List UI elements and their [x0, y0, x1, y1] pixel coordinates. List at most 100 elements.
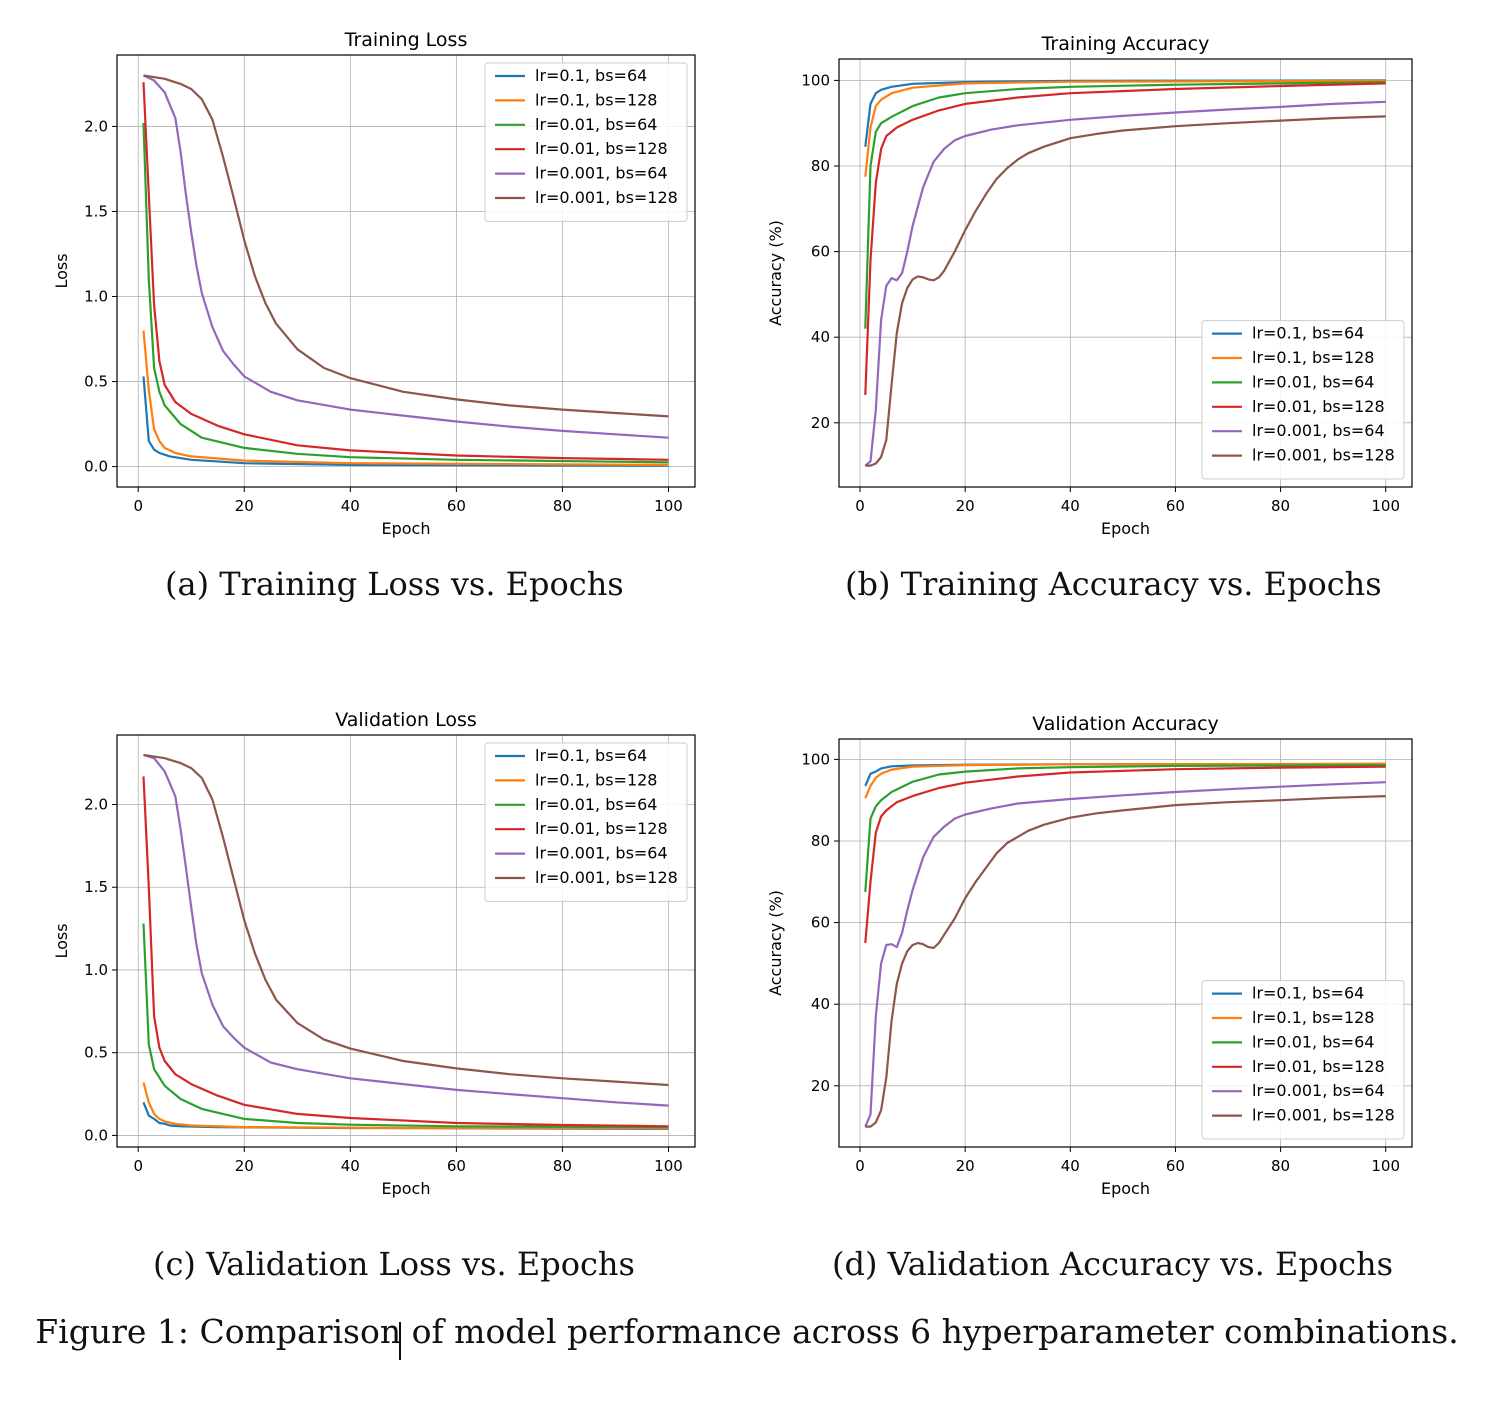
- y-tick-label: 0.5: [84, 373, 108, 391]
- series-line-3: [864, 764, 1386, 893]
- x-tick-label: 100: [654, 497, 683, 515]
- chart-title: Validation Accuracy: [1032, 713, 1219, 735]
- chart-panel-validation-loss: 0 20 40 60 80 100 0.0 0.5 1.0 1.5 2.0 Validation Lo…: [0, 680, 740, 1240]
- chart-panel-training-accuracy: 0 20 40 60 80 100 20 40 60 80 100 Training Accuracy…: [745, 0, 1485, 560]
- legend-entry-5: lr=0.001, bs=64: [1252, 421, 1385, 440]
- x-tick-label: 80: [553, 497, 572, 515]
- x-tick-label: 0: [133, 1157, 143, 1175]
- series-line-5: [864, 100, 1386, 467]
- series-line-4: [142, 82, 669, 461]
- chart-title: Validation Loss: [335, 709, 477, 731]
- legend: lr=0.1, bs=64 lr=0.1, bs=128 lr=0.01, bs=6…: [1201, 980, 1405, 1140]
- chart-validation-loss: 0 20 40 60 80 100 0.0 0.5 1.0 1.5 2.0 Validation Lo…: [52, 709, 696, 1198]
- legend-entry-3: lr=0.01, bs=64: [535, 795, 657, 814]
- x-tick-label: 60: [1166, 1157, 1185, 1175]
- y-axis-label: Accuracy (%): [766, 890, 785, 996]
- y-tick-label: 60: [811, 914, 830, 932]
- x-tick-label: 40: [1061, 1157, 1080, 1175]
- legend: lr=0.1, bs=64 lr=0.1, bs=128 lr=0.01, bs=6…: [1201, 320, 1405, 480]
- y-tick-label: 20: [811, 1077, 830, 1095]
- x-tick-label: 60: [447, 1157, 466, 1175]
- legend-entry-1: lr=0.1, bs=64: [535, 66, 647, 85]
- y-axis-label: Accuracy (%): [766, 220, 785, 326]
- x-tick-label: 80: [553, 1157, 572, 1175]
- legend-entry-6: lr=0.001, bs=128: [1252, 446, 1395, 465]
- y-tick-label: 100: [801, 750, 830, 768]
- legend-entry-5: lr=0.001, bs=64: [535, 164, 668, 183]
- x-tick-label: 80: [1271, 497, 1290, 515]
- y-tick-label: 2.0: [84, 117, 108, 135]
- chart-title: Training Accuracy: [1041, 33, 1210, 55]
- figure-caption: Figure 1: Comparison of model performanc…: [35, 1312, 1459, 1351]
- y-tick-label: 40: [811, 328, 830, 346]
- series-line-6: [143, 74, 669, 418]
- y-tick-label: 2.0: [84, 795, 108, 813]
- y-tick-label: 0.0: [84, 1126, 108, 1144]
- x-tick-label: 100: [1371, 497, 1400, 515]
- series-line-2: [864, 762, 1386, 799]
- y-tick-label: 80: [811, 832, 830, 850]
- text-cursor: [399, 1322, 401, 1360]
- legend: lr=0.1, bs=64 lr=0.1, bs=128 lr=0.01, bs=6…: [484, 62, 688, 222]
- y-tick-label: 1.0: [84, 288, 108, 306]
- x-axis-label: Epoch: [1101, 519, 1150, 538]
- legend-box: [484, 742, 688, 902]
- series-line-4: [142, 776, 669, 1128]
- legend-entry-4: lr=0.01, bs=128: [1252, 1057, 1385, 1076]
- legend-entry-2: lr=0.1, bs=128: [535, 770, 657, 789]
- y-tick-label: 1.5: [84, 878, 108, 896]
- axes-frame: [838, 58, 1413, 488]
- legend-entry-6: lr=0.001, bs=128: [535, 868, 678, 887]
- chart-training-loss: 0 20 40 60 80 100 0.0 0.5 1.0 1.5 2.0 Training Loss…: [52, 29, 696, 538]
- legend-entry-2: lr=0.1, bs=128: [1252, 348, 1374, 367]
- series-line-2: [142, 1082, 669, 1130]
- series-line-3: [864, 81, 1386, 329]
- legend-entry-3: lr=0.01, bs=64: [1252, 372, 1374, 391]
- legend-entry-4: lr=0.01, bs=128: [1252, 397, 1385, 416]
- y-axis-label: Loss: [52, 923, 71, 958]
- legend-box: [1201, 980, 1405, 1140]
- series-line-6: [865, 795, 1386, 1128]
- series-line-4: [864, 82, 1386, 396]
- x-tick-label: 20: [956, 497, 975, 515]
- legend-entry-1: lr=0.1, bs=64: [1252, 324, 1364, 343]
- legend-entry-1: lr=0.1, bs=64: [1252, 984, 1364, 1003]
- series-line-5: [143, 753, 669, 1107]
- series-line-2: [864, 79, 1386, 177]
- x-axis-label: Epoch: [382, 519, 431, 538]
- y-tick-label: 60: [811, 243, 830, 261]
- legend-entry-6: lr=0.001, bs=128: [1252, 1106, 1395, 1125]
- x-tick-label: 0: [855, 497, 865, 515]
- axes-frame: [116, 734, 696, 1148]
- y-tick-label: 20: [811, 414, 830, 432]
- legend-box: [1201, 320, 1405, 480]
- legend-entry-4: lr=0.01, bs=128: [535, 819, 668, 838]
- subcaption-a: (a) Training Loss vs. Epochs: [165, 565, 624, 603]
- chart-validation-accuracy: 0 20 40 60 80 100 20 40 60 80 100 Validation Accura…: [766, 713, 1413, 1198]
- y-tick-label: 0.5: [84, 1044, 108, 1062]
- x-tick-label: 60: [447, 497, 466, 515]
- chart-title: Training Loss: [344, 29, 468, 51]
- y-tick-label: 1.0: [84, 961, 108, 979]
- legend-entry-4: lr=0.01, bs=128: [535, 139, 668, 158]
- y-tick-label: 100: [801, 71, 830, 89]
- subcaption-c: (c) Validation Loss vs. Epochs: [153, 1245, 635, 1283]
- x-tick-label: 40: [341, 497, 360, 515]
- legend-entry-5: lr=0.001, bs=64: [535, 844, 668, 863]
- legend-entry-6: lr=0.001, bs=128: [535, 188, 678, 207]
- y-tick-label: 0.0: [84, 458, 108, 476]
- axes-frame: [116, 54, 696, 488]
- axes-frame: [838, 738, 1413, 1148]
- x-tick-label: 20: [956, 1157, 975, 1175]
- series-line-3: [142, 923, 669, 1129]
- x-tick-label: 0: [855, 1157, 865, 1175]
- series-line-3: [142, 122, 669, 464]
- y-axis-label: Loss: [52, 253, 71, 288]
- legend-box: [484, 62, 688, 222]
- x-tick-label: 40: [341, 1157, 360, 1175]
- x-tick-label: 20: [235, 1157, 254, 1175]
- chart-panel-validation-accuracy: 0 20 40 60 80 100 20 40 60 80 100 Validation Accura…: [745, 680, 1485, 1240]
- series-line-5: [864, 781, 1386, 1128]
- x-tick-label: 0: [133, 497, 143, 515]
- x-tick-label: 40: [1061, 497, 1080, 515]
